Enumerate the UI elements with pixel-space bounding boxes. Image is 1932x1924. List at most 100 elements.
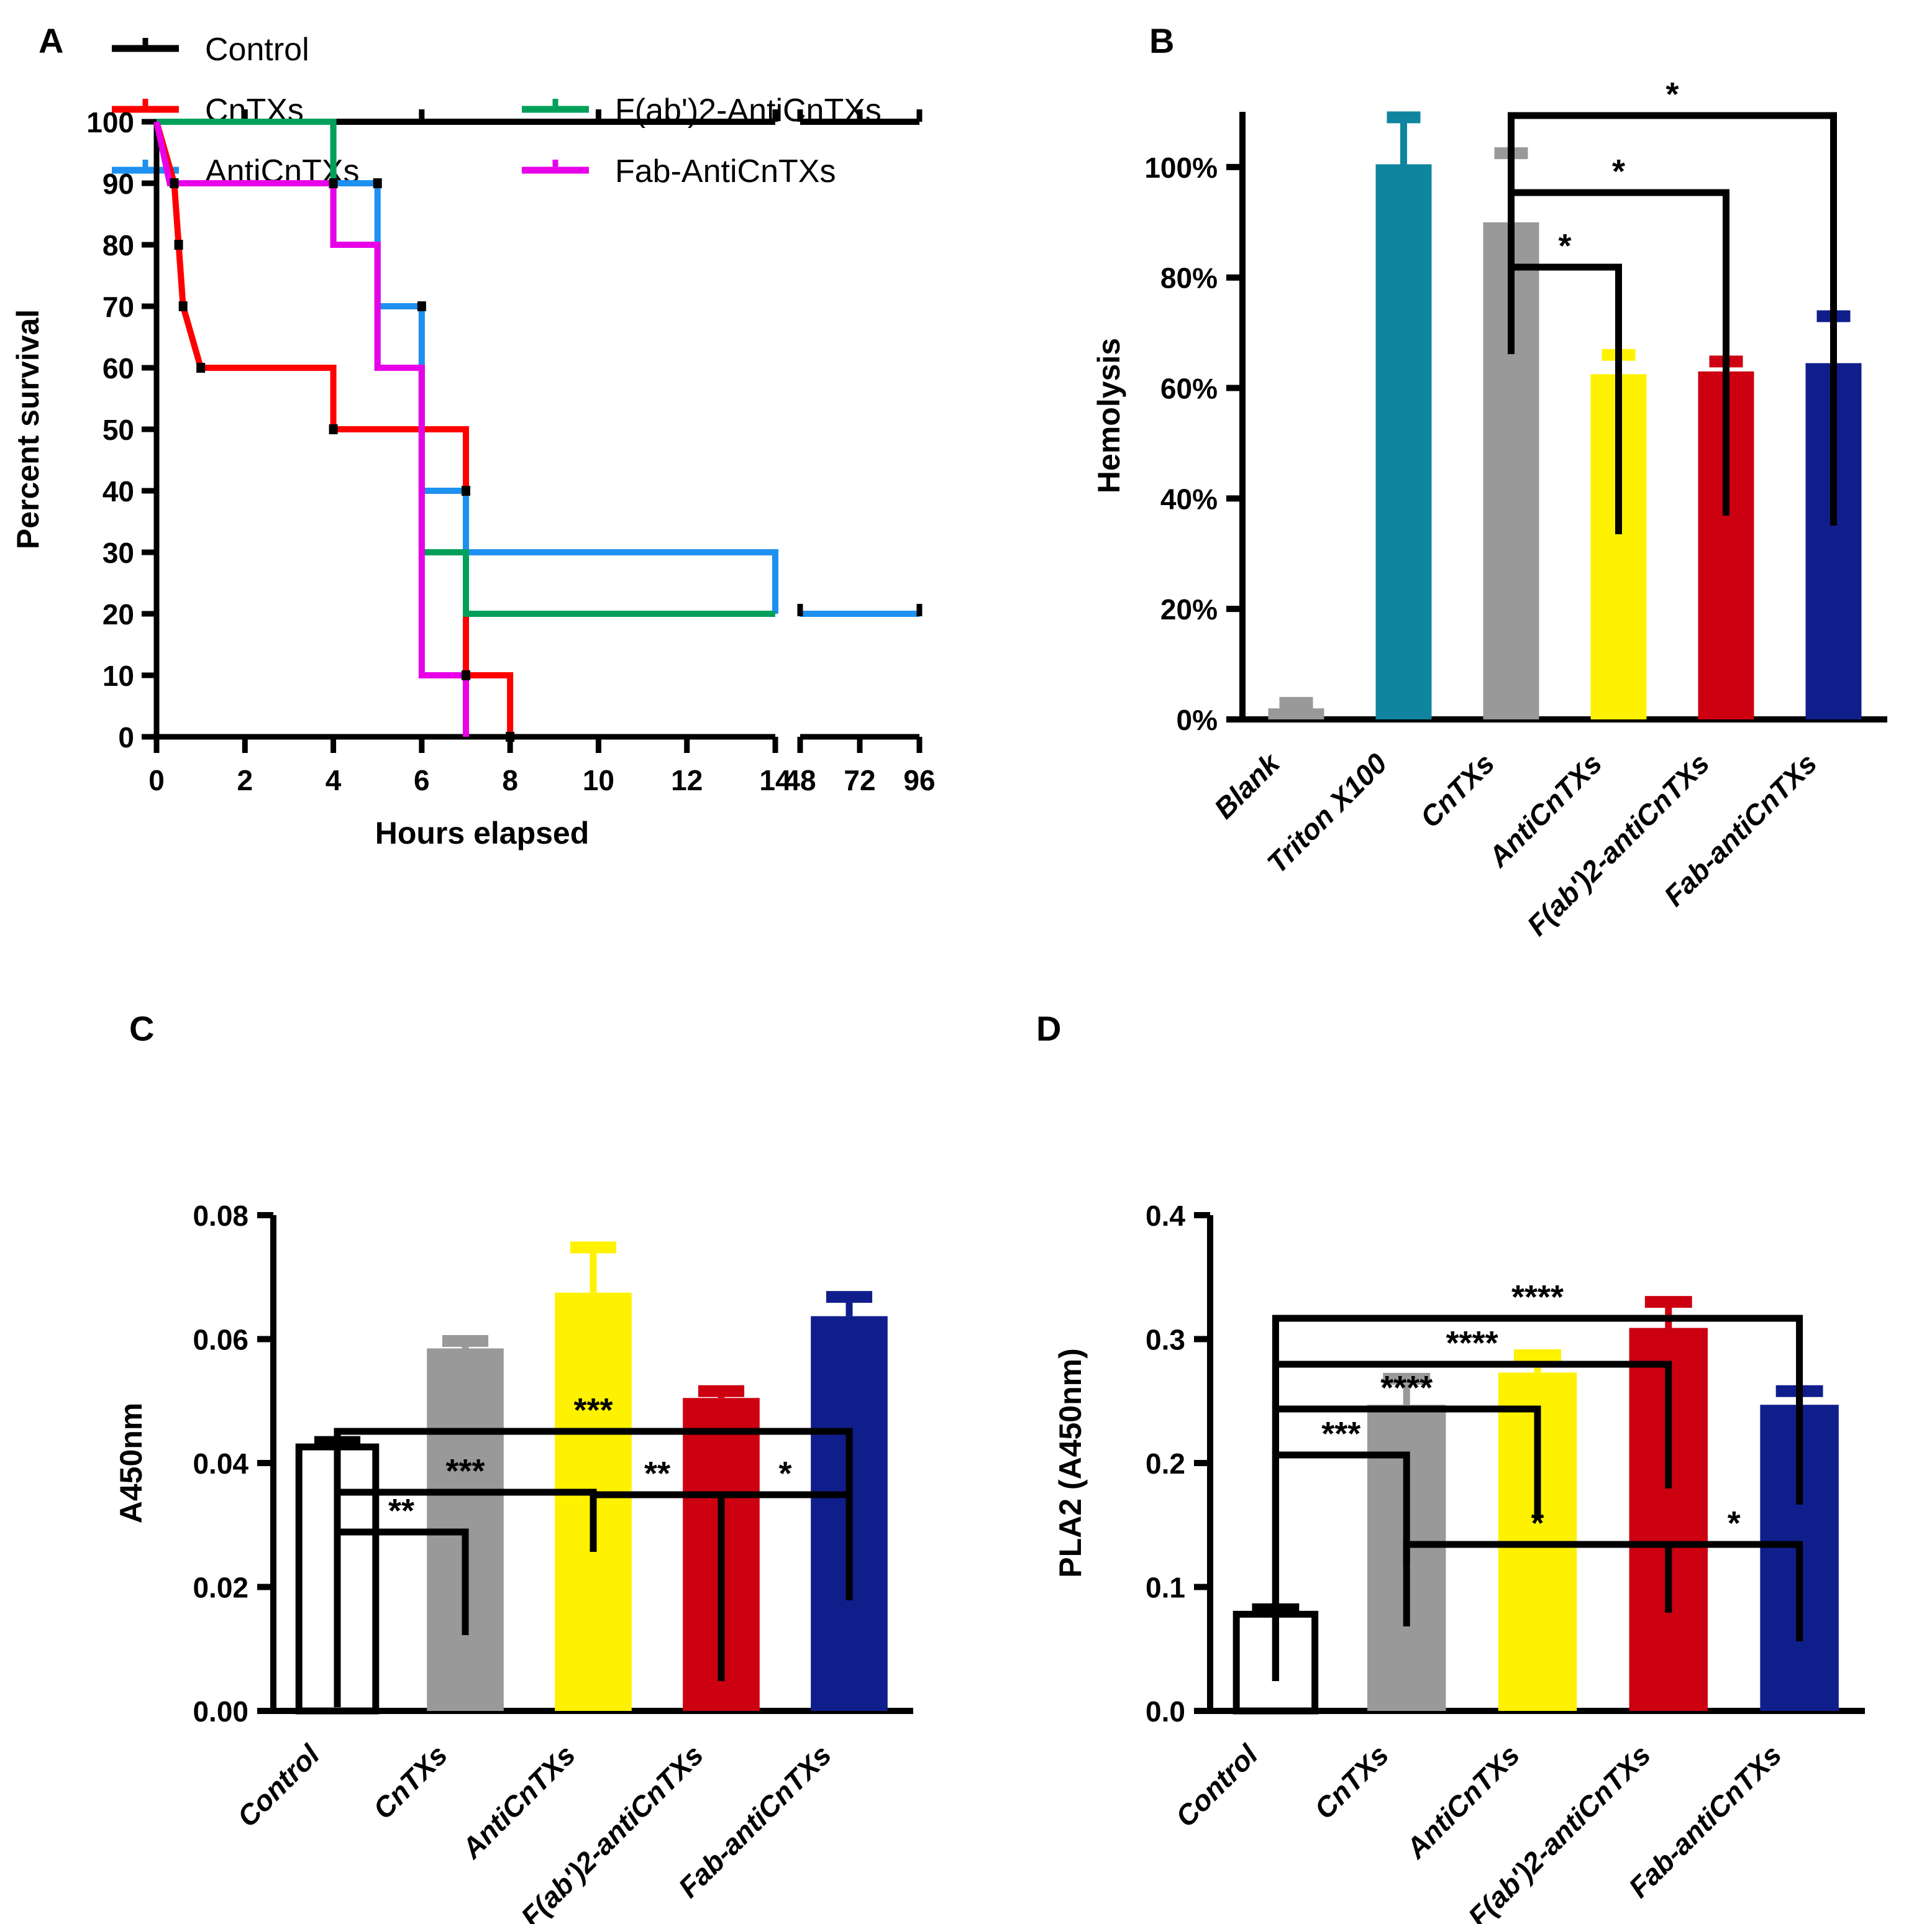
pd-significance: **************** * — [1272, 1279, 1803, 1681]
category-label-0: Control — [1169, 1738, 1264, 1833]
y-tick-label: 0.2 — [1146, 1448, 1185, 1480]
x-tick-label: 10 — [583, 764, 614, 796]
category-label-2: CnTXs — [1414, 747, 1501, 834]
x-tick-label: 48 — [784, 764, 816, 796]
step-marker — [178, 301, 188, 311]
y-tick-label: 0.1 — [1146, 1572, 1185, 1604]
pc-axes: 0.00 0.02 0.04 0.06 0.08 A450nm — [114, 1200, 913, 1728]
pc-bars: Control CnTXs AntiCnTXsF(ab')2-antiCnTXsFa… — [231, 1241, 888, 1924]
bar-group-2 — [555, 1241, 632, 1711]
step-marker — [329, 178, 338, 188]
pc-significance: ********** * — [334, 1392, 853, 1707]
panel-a: A Control CnTXs AntiCnTXs F(ab')2-AntiCnTXs… — [0, 0, 963, 882]
step-marker — [329, 424, 338, 434]
y-tick-label: 100 — [86, 106, 134, 139]
legend-item-fab-anticntxs: Fab-AntiCnTXs — [522, 153, 836, 189]
bar-group-1 — [427, 1334, 504, 1711]
pb-axes: 0% 20% 40% 60% 80% 100% Hemolysis — [1091, 112, 1887, 736]
significance-stars: **** — [1380, 1369, 1433, 1407]
panel-a-letter: A — [39, 21, 64, 60]
y-tick-label: 80% — [1160, 262, 1218, 294]
panel-c-letter: C — [129, 1009, 155, 1048]
legend-label: Control — [205, 32, 309, 68]
panel-c-chart: 0.00 0.02 0.04 0.06 0.08 A450nm Control CnTXs An… — [114, 1200, 913, 1924]
step-marker — [174, 240, 183, 250]
y-tick-label: 50 — [103, 414, 134, 446]
y-tick-label: 60 — [103, 352, 134, 385]
category-label-1: CnTXs — [1308, 1738, 1395, 1825]
y-axis-title: Hemolysis — [1091, 338, 1126, 493]
x-axis-title: Hours elapsed — [375, 816, 590, 850]
y-axis-title: A450nm — [114, 1403, 148, 1524]
step-marker — [373, 178, 382, 188]
y-tick-label: 0.02 — [193, 1572, 248, 1604]
y-tick-label: 90 — [103, 168, 134, 200]
panel-d-letter: D — [1036, 1009, 1062, 1048]
category-label-0: Blank — [1208, 746, 1287, 825]
significance-stars: ** — [388, 1492, 414, 1530]
panel-c: C 0.00 0.02 0.04 0.06 0.08 A450nm Control CnTXs… — [0, 969, 969, 1924]
y-tick-label: 0.3 — [1146, 1324, 1185, 1356]
pd-axes: 0.0 0.1 0.2 0.3 0.4 PLA2 (A450nm) — [1053, 1200, 1865, 1728]
panel-d: D 0.0 0.1 0.2 0.3 0.4 PLA2 (A450nm) Control CnT… — [963, 969, 1932, 1924]
x-tick-label: 96 — [903, 764, 935, 796]
y-tick-label: 0.06 — [193, 1324, 248, 1356]
step-marker — [506, 732, 515, 742]
panel-a-series — [153, 109, 923, 742]
significance-stars: * — [1612, 153, 1625, 190]
y-tick-label: 0.04 — [193, 1448, 248, 1480]
step-marker — [196, 363, 206, 373]
y-axis-title: Percent survival — [11, 309, 45, 549]
bar-group-0 — [1268, 696, 1324, 719]
y-tick-label: 0% — [1177, 704, 1218, 736]
significance-bracket — [1508, 112, 1837, 526]
x-tick-label: 8 — [502, 764, 518, 796]
y-tick-label: 80 — [103, 229, 134, 262]
significance-bracket — [1272, 1315, 1803, 1681]
panel-d-chart: 0.0 0.1 0.2 0.3 0.4 PLA2 (A450nm) Control CnTXs… — [1053, 1200, 1865, 1924]
significance-stars: * — [1558, 227, 1571, 265]
y-tick-label: 0.00 — [193, 1695, 248, 1728]
panel-b-letter: B — [1149, 21, 1175, 60]
x-tick-label: 14 — [759, 764, 791, 796]
y-tick-label: 30 — [103, 537, 134, 569]
significance-stars: * — [1728, 1505, 1741, 1542]
bar-group-1 — [1375, 111, 1432, 719]
pb-significance: * * * — [1508, 76, 1837, 534]
series-line-fab-anticntxs — [153, 121, 469, 737]
step-marker — [417, 301, 426, 311]
significance-stars: **** — [1446, 1324, 1498, 1362]
series-line-cntxs — [153, 121, 514, 737]
bar — [1375, 164, 1432, 719]
y-tick-label: 0.4 — [1146, 1200, 1185, 1232]
panel-a-axes: 0 10 20 30 40 50 60 70 80 90 100 Percent survival 0 2… — [11, 106, 936, 850]
y-tick-label: 10 — [103, 660, 134, 692]
x-tick-label: 2 — [237, 764, 253, 796]
legend-item-control: Control — [112, 32, 309, 68]
y-axis-title: PLA2 (A450nm) — [1053, 1348, 1088, 1578]
category-label-4: F(ab')2-antiCnTXs — [1521, 747, 1716, 942]
significance-bracket — [718, 1491, 853, 1680]
significance-stars: * — [778, 1455, 791, 1492]
significance-stars: *** — [1321, 1415, 1360, 1452]
y-tick-label: 40 — [103, 475, 134, 508]
x-tick-label: 0 — [148, 764, 165, 796]
pd-bars: Control CnTXs AntiCnTXsF(ab')2-antiCnTXsFa… — [1169, 1296, 1839, 1924]
y-tick-label: 0.08 — [193, 1200, 248, 1232]
significance-bracket — [1665, 1541, 1803, 1641]
panel-b: B 0% 20% 40% 60% 80% 100% Hemolysis Blank Triton… — [963, 0, 1932, 969]
significance-stars: **** — [1511, 1279, 1564, 1316]
x-tick-label: 6 — [414, 764, 430, 796]
step-marker — [170, 178, 179, 188]
panel-a-chart: ControlCnTXsAntiCnTXsF(ab')2-AntiCnTXsFa… — [11, 32, 936, 850]
category-label-0: Control — [231, 1738, 326, 1833]
step-marker — [462, 486, 470, 496]
y-tick-label: 60% — [1160, 373, 1218, 405]
y-tick-label: 20% — [1160, 593, 1218, 626]
legend-label: Fab-AntiCnTXs — [615, 153, 836, 189]
y-tick-label: 0.0 — [1146, 1695, 1185, 1728]
bar — [1268, 708, 1324, 719]
